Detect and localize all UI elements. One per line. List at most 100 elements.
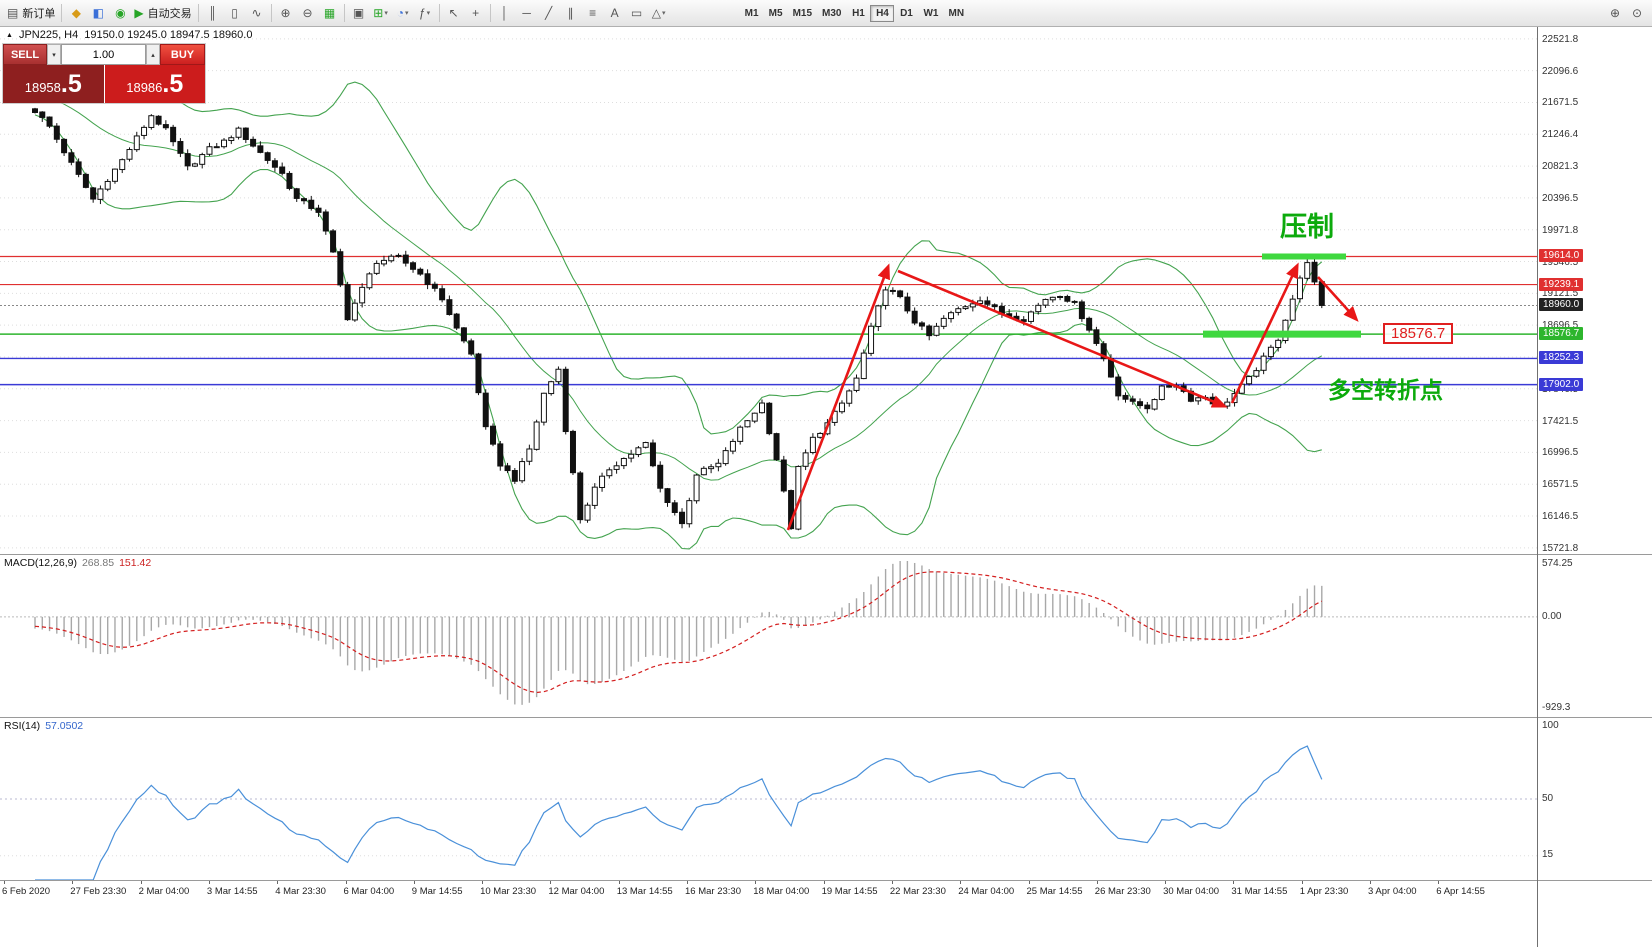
time-axis-label: 26 Mar 23:30 — [1094, 886, 1151, 897]
period-icon: ◔ — [396, 6, 404, 20]
tile-windows-button[interactable]: ▦ — [319, 3, 341, 23]
main-chart-canvas[interactable] — [0, 27, 1537, 554]
buy-button[interactable]: BUY — [160, 44, 205, 65]
sell-price-big: .5 — [60, 69, 82, 98]
new-order-icon: ▤ — [7, 6, 19, 20]
rsi-axis: 100 50 15 — [1538, 718, 1652, 881]
arrange-icon: ▣ — [352, 6, 365, 20]
price-tag: 18576.7 — [1539, 327, 1584, 341]
buy-price[interactable]: 18986.5 — [104, 65, 205, 103]
market-watch-button[interactable]: ◆ — [65, 3, 87, 23]
volume-up-button[interactable]: ▴ — [146, 44, 160, 65]
time-axis-tick — [823, 881, 825, 884]
volume-down-button[interactable]: ▾ — [47, 44, 61, 65]
buy-price-main: 18986 — [126, 79, 163, 95]
horizontal-line-button[interactable]: ─ — [516, 3, 538, 23]
trade-panel-controls: SELL ▾ ▴ BUY — [3, 44, 205, 65]
toolbar-separator — [438, 4, 440, 22]
time-axis-label: 31 Mar 14:55 — [1231, 886, 1288, 897]
time-axis-label: 3 Apr 04:00 — [1368, 886, 1417, 897]
time-axis-label: 19 Mar 14:55 — [821, 886, 878, 897]
crosshair-button[interactable]: + — [465, 3, 487, 23]
trend-line-button[interactable]: ╱ — [538, 3, 560, 23]
symbol-label: JPN225, H4 — [18, 29, 79, 41]
zoom-out-icon: ⊖ — [302, 6, 313, 20]
macd-canvas[interactable] — [0, 555, 1537, 717]
timeframe-h4[interactable]: H4 — [870, 4, 895, 22]
zoom-in-button[interactable]: ⊕ — [275, 3, 297, 23]
time-axis-label: 24 Mar 04:00 — [958, 886, 1015, 897]
terminal-icon: ◉ — [115, 6, 126, 20]
arrange-button[interactable]: ▣ — [348, 3, 370, 23]
price-axis-label: 19971.8 — [1542, 224, 1579, 236]
channel-button[interactable]: ∥ — [560, 3, 582, 23]
rsi-canvas[interactable] — [0, 718, 1537, 880]
price-tag: 17902.0 — [1539, 377, 1584, 391]
price-axis-main[interactable]: 22521.8 22096.6 21671.5 21246.4 20821.3 20396… — [1538, 27, 1652, 555]
fibonacci-button[interactable]: ≡ — [582, 3, 604, 23]
timeframe-m1[interactable]: M1 — [744, 7, 759, 19]
timeframe-m30[interactable]: M30 — [822, 7, 842, 19]
timeframe-m5[interactable]: M5 — [768, 7, 783, 19]
trade-panel-prices: 18958.5 18986.5 — [3, 65, 205, 103]
time-axis-tick — [618, 881, 620, 884]
toolbar-separator — [489, 4, 491, 22]
new-order-button[interactable]: ▤ 新订单 — [7, 6, 56, 20]
text-tool-icon: A — [610, 6, 619, 20]
price-tag: 19614.0 — [1539, 249, 1584, 263]
price-tag: 18960.0 — [1539, 298, 1584, 312]
time-axis-tick — [140, 881, 142, 884]
indicators-button[interactable]: ƒ ▾ — [414, 3, 436, 23]
zoom-out-button[interactable]: ⊖ — [297, 3, 319, 23]
time-axis-label: 2 Mar 04:00 — [138, 886, 190, 897]
resistance-annotation[interactable]: 压制 — [1280, 212, 1334, 242]
new-chart-button[interactable]: ⊞ ▾ — [370, 3, 392, 23]
vertical-line-button[interactable]: │ — [494, 3, 516, 23]
bar-chart-button[interactable]: ║ — [202, 3, 224, 23]
auto-trading-button[interactable]: ▶ 自动交易 — [134, 6, 192, 20]
search-plus-button[interactable]: ⊕ — [1604, 3, 1626, 23]
time-axis-label: 22 Mar 23:30 — [889, 886, 946, 897]
cursor-button[interactable]: ↖ — [443, 3, 465, 23]
terminal-button[interactable]: ◉ — [109, 3, 131, 23]
time-axis-label: 9 Mar 14:55 — [411, 886, 463, 897]
toolbar-right-group: ⊕ ⊙ — [1604, 3, 1648, 23]
time-axis-label: 25 Mar 14:55 — [1026, 886, 1083, 897]
price-axis-label: 16571.5 — [1542, 479, 1579, 491]
volume-input[interactable] — [61, 44, 146, 65]
time-axis-tick — [4, 881, 5, 884]
time-axis-label: 4 Mar 23:30 — [275, 886, 326, 897]
search-button[interactable]: ⊙ — [1626, 3, 1648, 23]
sell-price[interactable]: 18958.5 — [3, 65, 104, 103]
time-axis-label: 6 Mar 04:00 — [343, 886, 395, 897]
support-price-annotation[interactable]: 18576.7 — [1383, 323, 1454, 344]
navigator-button[interactable]: ◧ — [87, 3, 109, 23]
chart-symbol-info: ▲ JPN225, H4 19150.0 19245.0 18947.5 189… — [6, 29, 252, 41]
price-axis-label: 15721.8 — [1542, 542, 1579, 554]
shapes-button[interactable]: △ ▾ — [648, 3, 670, 23]
macd-axis-label: 0.00 — [1542, 610, 1562, 622]
symbol-collapse-icon[interactable]: ▲ — [6, 31, 13, 39]
text-tool-button[interactable]: A — [604, 3, 626, 23]
search-plus-icon: ⊕ — [1609, 6, 1621, 20]
period-button[interactable]: ◔ ▾ — [392, 3, 414, 23]
line-chart-button[interactable]: ∿ — [246, 3, 268, 23]
time-axis-tick — [550, 881, 552, 884]
price-tag: 19239.1 — [1539, 277, 1584, 291]
timeframe-m15[interactable]: M15 — [792, 7, 813, 19]
label-tool-button[interactable]: ▭ — [626, 3, 648, 23]
pivot-annotation[interactable]: 多空转折点 — [1328, 377, 1443, 403]
timeframe-h1[interactable]: H1 — [852, 7, 865, 19]
toolbar-separator — [197, 4, 199, 22]
macd-panel: MACD(12,26,9) 268.85 151.42 — [0, 555, 1537, 718]
candle-chart-button[interactable]: ▯ — [224, 3, 246, 23]
sell-button[interactable]: SELL — [3, 44, 47, 65]
price-axis-label: 17421.5 — [1542, 415, 1579, 427]
rsi-axis-label: 50 — [1542, 793, 1554, 804]
timeframe-mn[interactable]: MN — [948, 7, 965, 19]
timeframe-d1[interactable]: D1 — [900, 7, 913, 19]
time-axis-label: 6 Apr 14:55 — [1436, 886, 1485, 897]
timeframe-w1[interactable]: W1 — [923, 7, 939, 19]
time-axis[interactable]: 6 Feb 2020 27 Feb 23:30 2 Mar 04:00 3 Mar 1… — [0, 881, 1537, 947]
time-axis-label: 13 Mar 14:55 — [616, 886, 673, 897]
